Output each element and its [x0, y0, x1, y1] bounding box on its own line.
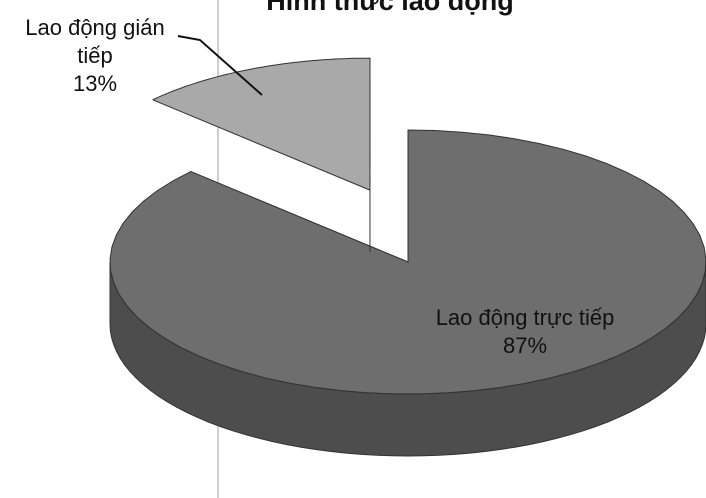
- slice-label-value: 87%: [502, 333, 548, 358]
- slice-label-name: Lao động gián tiếp: [25, 15, 165, 68]
- chart-title: Hình thức lao động: [266, 0, 514, 16]
- slice: [152, 57, 371, 191]
- slice-label: Lao động trực tiếp 87%: [425, 304, 625, 360]
- slice-label-name: Lao động trực tiếp: [435, 305, 615, 330]
- slice-label: Lao động gián tiếp 13%: [10, 14, 180, 98]
- slice: [109, 129, 706, 395]
- leader-line: [177, 35, 263, 96]
- slice-label-value: 13%: [72, 71, 118, 96]
